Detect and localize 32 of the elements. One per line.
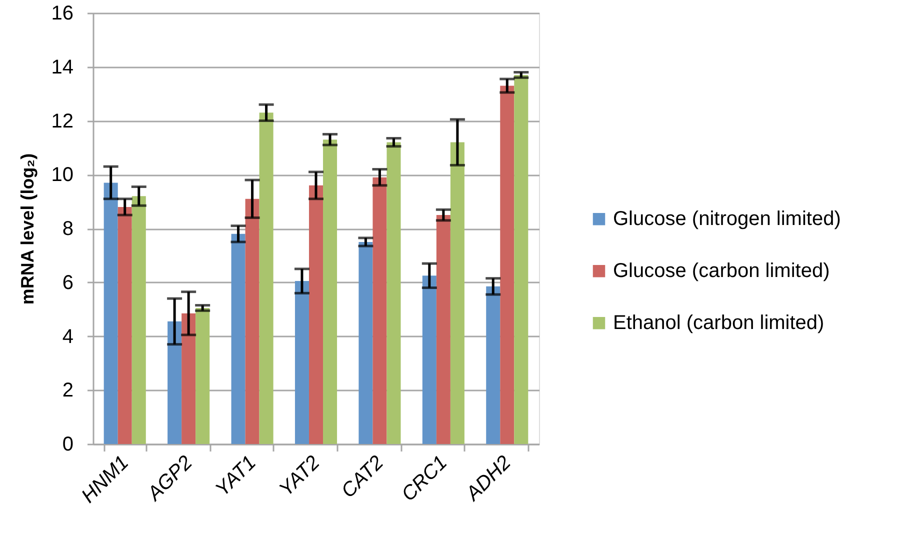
y-axis-title: mRNA level (log₂) — [17, 153, 38, 305]
bar — [118, 206, 132, 444]
bar — [259, 112, 274, 444]
bar — [132, 196, 146, 444]
bar — [231, 234, 246, 444]
legend-label: Ethanol (carbon limited) — [613, 312, 824, 334]
bar — [182, 313, 196, 444]
bar — [422, 276, 436, 444]
bar — [486, 286, 500, 444]
bar — [323, 140, 338, 444]
bar — [308, 185, 324, 444]
y-tick-label: 2 — [62, 380, 74, 402]
y-tick-label: 0 — [62, 434, 74, 456]
y-tick-label: 12 — [51, 110, 74, 132]
bar — [372, 177, 387, 444]
y-tick-label: 16 — [51, 2, 74, 24]
bar — [436, 215, 450, 444]
y-tick-label: 4 — [62, 326, 74, 348]
bar — [450, 142, 464, 444]
bar — [358, 242, 373, 444]
y-tick-label: 14 — [51, 56, 74, 78]
bar — [294, 281, 309, 444]
legend-label: Glucose (carbon limited) — [613, 260, 830, 282]
bar — [168, 321, 182, 444]
y-tick-label: 6 — [62, 272, 74, 294]
bar — [104, 182, 118, 444]
bar — [386, 142, 401, 444]
y-tick-label: 8 — [62, 218, 74, 240]
bar — [245, 198, 260, 444]
bar — [500, 86, 514, 444]
y-tick-label: 10 — [51, 164, 74, 186]
legend-label: Glucose (nitrogen limited) — [613, 208, 841, 230]
